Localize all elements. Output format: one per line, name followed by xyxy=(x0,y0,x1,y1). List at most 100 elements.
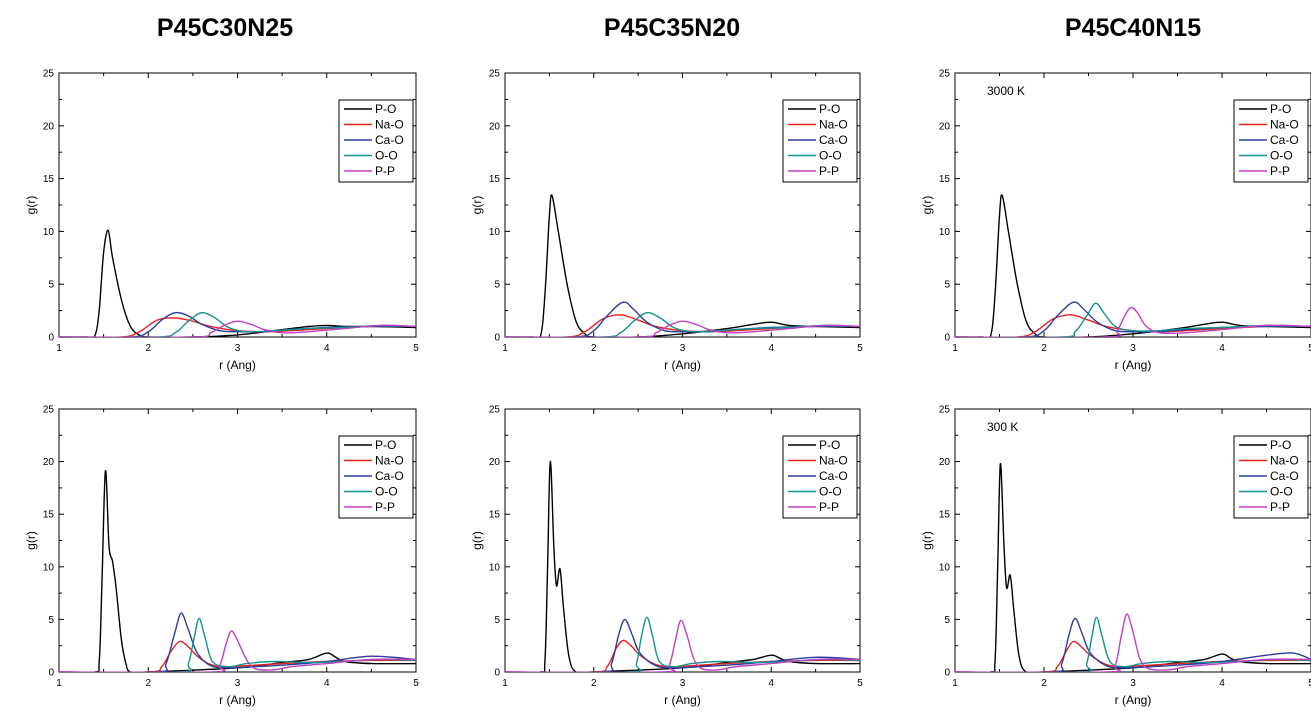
y-tick-label: 15 xyxy=(43,174,55,185)
x-tick-label: 1 xyxy=(952,678,958,689)
series-line-p-p xyxy=(59,630,416,672)
y-axis-title: g(r) xyxy=(24,196,38,215)
x-tick-label: 5 xyxy=(857,343,863,354)
legend-label: Ca-O xyxy=(375,133,404,147)
curve-layer xyxy=(955,194,1311,337)
series-line-p-o xyxy=(59,470,416,672)
y-tick-label: 20 xyxy=(939,457,951,468)
x-tick-label: 2 xyxy=(1041,343,1047,354)
series-line-p-p xyxy=(505,619,860,672)
x-tick-label: 2 xyxy=(591,343,597,354)
y-tick-label: 10 xyxy=(939,562,951,573)
y-tick-label: 15 xyxy=(939,174,951,185)
legend-label: Ca-O xyxy=(819,133,848,147)
y-tick-label: 15 xyxy=(489,174,501,185)
y-tick-label: 25 xyxy=(43,69,55,80)
rdf-panel-2: 1 2 3 4 5 0 5 10 15 20 25 r (Ang) g(r) P-O Na-OCa-O O-O… xyxy=(470,69,863,373)
y-axis-title: g(r) xyxy=(920,196,934,215)
x-tick-label: 4 xyxy=(768,678,774,689)
y-tick-label: 5 xyxy=(494,280,500,291)
legend-label: Na-O xyxy=(1270,454,1299,468)
x-tick-label: 5 xyxy=(1308,343,1311,354)
temperature-label: 3000 K xyxy=(987,84,1025,98)
legend-label: P-O xyxy=(375,102,396,116)
legend: P-O Na-OCa-O O-OP-P xyxy=(1233,99,1309,183)
legend-label: Na-O xyxy=(1270,118,1299,132)
x-tick-label: 5 xyxy=(413,343,419,354)
y-tick-label: 10 xyxy=(43,227,55,238)
series-line-o-o xyxy=(955,302,1311,337)
y-axis-title: g(r) xyxy=(470,531,484,550)
legend-label: P-P xyxy=(819,500,839,514)
y-tick-label: 20 xyxy=(489,457,501,468)
x-tick-label: 4 xyxy=(1219,343,1225,354)
column-title-2: P45C35N20 xyxy=(604,14,740,42)
legend-label: Ca-O xyxy=(819,469,848,483)
series-line-p-o xyxy=(955,194,1311,337)
column-title-3: P45C40N15 xyxy=(1065,14,1201,42)
series-line-o-o xyxy=(505,311,860,337)
legend: P-O Na-OCa-O O-OP-P xyxy=(782,99,858,183)
curve-layer xyxy=(59,470,416,672)
series-line-o-o xyxy=(955,616,1311,672)
curve-layer xyxy=(59,229,416,337)
x-tick-label: 4 xyxy=(768,343,774,354)
x-tick-label: 2 xyxy=(145,343,151,354)
y-tick-label: 0 xyxy=(48,668,54,679)
y-tick-label: 5 xyxy=(48,615,54,626)
x-axis-title: r (Ang) xyxy=(664,358,701,372)
rdf-panel-1: 1 2 3 4 5 0 5 10 15 20 25 r (Ang) g(r) P-O Na-OCa-O O-O… xyxy=(24,69,419,373)
x-tick-label: 1 xyxy=(502,678,508,689)
series-line-p-p xyxy=(59,320,416,337)
y-tick-label: 0 xyxy=(944,333,950,344)
legend-label: P-O xyxy=(819,102,840,116)
y-tick-label: 10 xyxy=(43,562,55,573)
legend-box xyxy=(1233,435,1309,519)
y-tick-label: 10 xyxy=(489,562,501,573)
x-tick-label: 1 xyxy=(502,343,508,354)
series-line-p-o xyxy=(505,460,860,672)
legend-label: P-P xyxy=(1270,500,1290,514)
y-tick-label: 25 xyxy=(939,69,951,80)
x-tick-label: 1 xyxy=(952,343,958,354)
x-tick-label: 4 xyxy=(324,678,330,689)
x-tick-label: 3 xyxy=(235,678,241,689)
legend: P-O Na-OCa-O O-OP-P xyxy=(338,435,414,519)
legend: P-O Na-OCa-O O-OP-P xyxy=(782,435,858,519)
x-tick-label: 1 xyxy=(56,343,62,354)
legend-box xyxy=(1233,99,1309,183)
y-tick-label: 25 xyxy=(489,405,501,416)
series-line-ca-o xyxy=(505,301,860,337)
legend-label: P-O xyxy=(819,438,840,452)
x-tick-label: 4 xyxy=(324,343,330,354)
y-tick-label: 20 xyxy=(939,121,951,132)
series-line-p-o xyxy=(505,194,860,337)
x-tick-label: 5 xyxy=(1308,678,1311,689)
x-tick-label: 2 xyxy=(591,678,597,689)
series-line-p-o xyxy=(59,229,416,337)
y-tick-label: 5 xyxy=(944,280,950,291)
y-axis-title: g(r) xyxy=(920,531,934,550)
legend-label: P-P xyxy=(375,500,395,514)
y-axis-title: g(r) xyxy=(470,196,484,215)
y-axis-title: g(r) xyxy=(24,531,38,550)
x-tick-label: 3 xyxy=(235,343,241,354)
legend-label: P-O xyxy=(1270,102,1291,116)
series-line-o-o xyxy=(505,616,860,672)
legend-label: P-P xyxy=(375,164,395,178)
legend-label: Na-O xyxy=(375,118,404,132)
x-axis-title: r (Ang) xyxy=(1115,693,1152,707)
series-line-na-o xyxy=(955,314,1311,337)
x-tick-label: 3 xyxy=(680,678,686,689)
series-line-p-p xyxy=(505,320,860,337)
legend-label: O-O xyxy=(1270,485,1293,499)
x-axis-title: r (Ang) xyxy=(1115,358,1152,372)
legend-box xyxy=(782,435,858,519)
series-line-p-o xyxy=(955,462,1311,672)
y-tick-label: 20 xyxy=(489,121,501,132)
y-tick-label: 0 xyxy=(48,333,54,344)
series-line-p-p xyxy=(955,306,1311,337)
y-tick-label: 20 xyxy=(43,121,55,132)
series-line-p-p xyxy=(955,613,1311,672)
legend-label: Na-O xyxy=(819,454,848,468)
